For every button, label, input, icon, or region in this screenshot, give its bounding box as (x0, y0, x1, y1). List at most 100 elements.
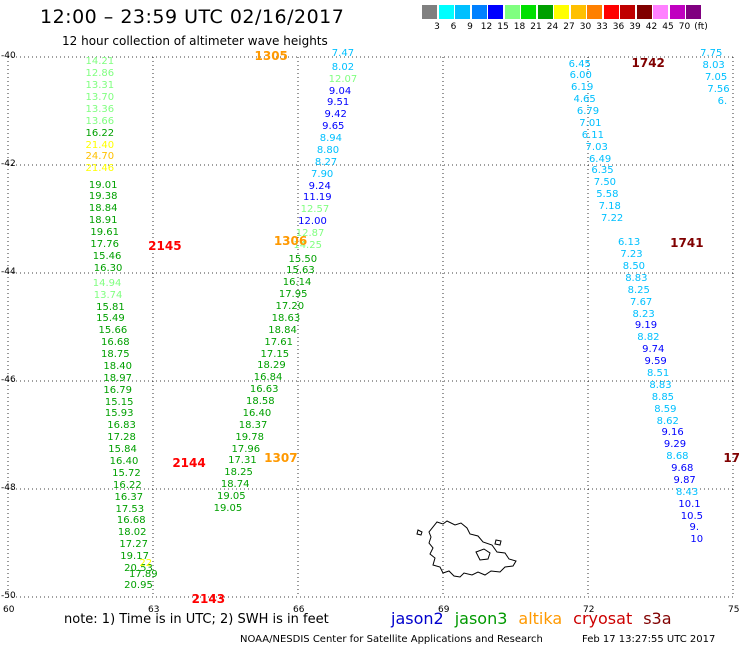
scale-swatch (702, 5, 718, 19)
wave-height-label: 12.57 (300, 204, 330, 216)
wave-height-label: 15.72 (112, 467, 141, 479)
wave-height-label: 7.47 (331, 47, 355, 59)
scale-label: 39 (629, 22, 641, 32)
timestamp-text: Feb 17 13:27:55 UTC 2017 (582, 634, 716, 645)
scale-label: 45 (662, 22, 674, 32)
longitude-tick-label: 66 (293, 605, 305, 615)
wave-height-label: 6.13 (617, 237, 641, 249)
scale-swatch (669, 5, 685, 19)
wave-height-label: 6.49 (588, 153, 612, 165)
wave-height-label: 8.51 (646, 367, 670, 379)
wave-height-label: 8.68 (666, 451, 689, 463)
wave-height-label: 6.35 (591, 165, 614, 177)
wave-height-label: 14.25 (293, 240, 322, 251)
wave-height-label: 16.37 (114, 491, 144, 503)
pass-time-label: 2143 (191, 591, 226, 606)
scale-swatch (438, 5, 454, 19)
wave-height-label: 16.14 (282, 277, 312, 289)
wave-height-label: 18.37 (238, 419, 268, 431)
scale-label: 24 (546, 22, 559, 32)
wave-height-label: 9.59 (644, 356, 667, 368)
wave-height-label: 8.27 (314, 156, 338, 168)
scale-swatch (455, 5, 470, 19)
wave-height-label: 18.74 (220, 479, 250, 491)
wave-height-label: 16.79 (103, 384, 133, 396)
pass-time-label: 1742 (631, 56, 665, 71)
wave-height-label: 9. (689, 522, 700, 534)
wave-height-label: 18.25 (224, 467, 253, 479)
wave-height-label: 11.19 (303, 192, 332, 204)
wave-height-label: 6. (717, 95, 728, 107)
scale-swatch (587, 5, 602, 19)
scale-swatch (653, 5, 668, 19)
scale-label: 3 (434, 22, 440, 32)
scale-swatch (504, 5, 520, 19)
wave-height-label: 8.23 (632, 308, 655, 320)
wave-height-label: 15.66 (98, 325, 128, 337)
wave-height-label: 18.75 (100, 349, 130, 361)
wave-height-label: 8.43 (675, 486, 699, 498)
wave-height-label: 7.05 (704, 72, 728, 84)
wave-height-label: 17.53 (115, 503, 145, 515)
scale-label: 6 (450, 22, 457, 32)
wave-height-label: 16.63 (249, 384, 279, 396)
wave-height-label: 18.40 (103, 360, 133, 372)
scale-swatch (422, 5, 437, 19)
wave-height-label: 13.66 (85, 115, 115, 127)
wave-height-label: 16.22 (85, 127, 115, 139)
wave-height-label: 20.95 (124, 580, 153, 592)
wave-height-label: 10.1 (678, 498, 701, 510)
wave-height-label: 18.02 (117, 527, 147, 539)
wave-height-label: 19.78 (235, 431, 264, 443)
legend-item: jason2 (391, 609, 444, 628)
wave-height-label: 9.16 (661, 427, 684, 439)
wave-height-label: 4.65 (573, 94, 596, 106)
wave-height-label: 16.84 (253, 372, 283, 384)
satellite-legend: jason2 jason3 altika cryosat s3a (391, 609, 683, 628)
wave-height-label: 8.80 (316, 144, 340, 156)
scale-label: 15 (497, 22, 509, 32)
latitude-tick-label: -44 (1, 267, 16, 277)
wave-height-label: 8.83 (625, 272, 648, 284)
wave-height-label: 7.90 (311, 168, 334, 180)
scale-swatch (603, 5, 619, 19)
map-title: 12:00 – 23:59 UTC 02/16/2017 (40, 6, 345, 28)
wave-height-label: 8.59 (654, 403, 677, 415)
wave-height-label: 15.84 (108, 444, 137, 456)
longitude-tick-label: 69 (438, 605, 450, 615)
pass-time-label: 2145 (148, 239, 182, 253)
wave-height-label: 18.84 (88, 203, 118, 215)
pass-time-label: 1305 (254, 48, 288, 63)
scale-label: 12 (480, 22, 493, 32)
wave-height-label: 18.58 (245, 396, 275, 408)
wave-height-label: 17.15 (260, 348, 290, 360)
pass-time-label: 1741 (670, 236, 704, 251)
wave-height-label: 14.21 (85, 56, 115, 68)
wave-height-label: 8.82 (637, 332, 660, 344)
scale-swatch (537, 5, 553, 19)
scale-label: 21 (530, 22, 542, 32)
wave-height-label: 7.67 (630, 296, 653, 308)
wave-height-label: 9.74 (642, 344, 665, 356)
wave-height-label: 8.50 (622, 261, 646, 273)
wave-height-label: 7.03 (585, 141, 608, 153)
longitude-tick-label: 72 (583, 605, 595, 615)
wave-height-label: 12.86 (85, 68, 115, 80)
legend-item: s3a (643, 609, 672, 628)
kerguelen-island-outline (416, 520, 517, 578)
wave-height-label: 6.45 (568, 58, 591, 70)
wave-height-label: 17.76 (90, 238, 119, 250)
wave-height-label: 16.68 (116, 515, 146, 527)
pass-time-label: 17 (723, 450, 740, 465)
legend-item: cryosat (573, 609, 633, 628)
scale-label: 70 (678, 22, 691, 32)
wave-height-label: 9.68 (671, 463, 694, 475)
pass-time-label: 1306 (273, 233, 308, 248)
wave-height-label: 15.49 (96, 313, 125, 325)
wave-height-label: 5.58 (596, 189, 619, 201)
wave-height-label: 18.29 (257, 360, 286, 372)
wave-height-label: 17.31 (228, 455, 257, 467)
wave-height-label: 6.19 (571, 82, 594, 94)
wave-height-label: 17.96 (231, 443, 261, 455)
wave-height-label: 19.61 (90, 227, 119, 239)
